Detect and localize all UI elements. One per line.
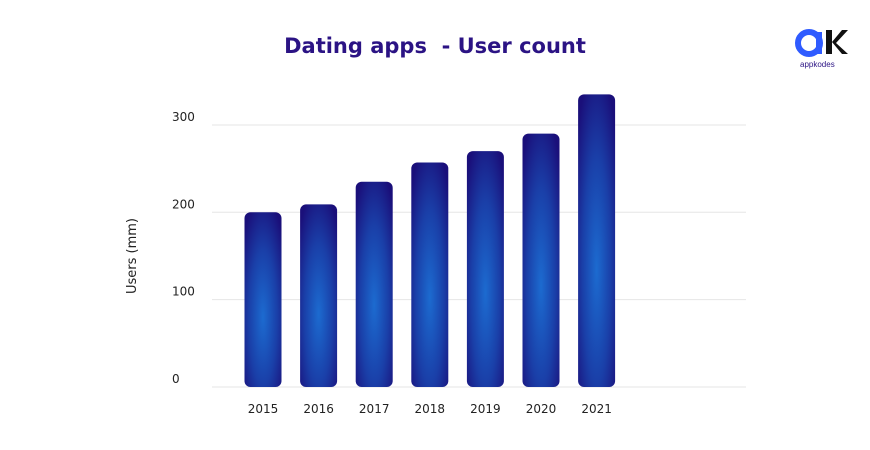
logo-text: appkodes — [800, 60, 835, 69]
bar-2019 — [466, 151, 504, 387]
x-tick-label: 2020 — [526, 402, 557, 416]
x-tick-label: 2017 — [359, 402, 390, 416]
y-tick-label: 100 — [172, 285, 195, 299]
y-tick-label: 0 — [172, 372, 180, 386]
bars — [244, 94, 616, 387]
bar-2017 — [355, 181, 393, 387]
bar-2018 — [411, 162, 449, 387]
chart-title: Dating apps - User count — [284, 34, 586, 58]
bar-2020 — [522, 133, 560, 387]
y-tick-label: 200 — [172, 197, 195, 211]
x-tick-labels: 2015 2016 2017 2018 2019 2020 2021 — [248, 402, 612, 416]
bar-2016 — [300, 204, 338, 387]
bar-2021 — [578, 94, 616, 387]
x-tick-label: 2021 — [581, 402, 612, 416]
y-tick-labels: 0 100 200 300 — [172, 110, 195, 386]
y-axis-label: Users (mm) — [125, 218, 140, 294]
logo-mark-icon — [795, 29, 848, 57]
appkodes-logo — [794, 28, 850, 70]
x-tick-label: 2016 — [303, 402, 334, 416]
y-tick-label: 300 — [172, 110, 195, 124]
x-tick-label: 2018 — [415, 402, 446, 416]
x-tick-label: 2019 — [470, 402, 501, 416]
x-tick-label: 2015 — [248, 402, 279, 416]
bar-2015 — [244, 212, 282, 387]
